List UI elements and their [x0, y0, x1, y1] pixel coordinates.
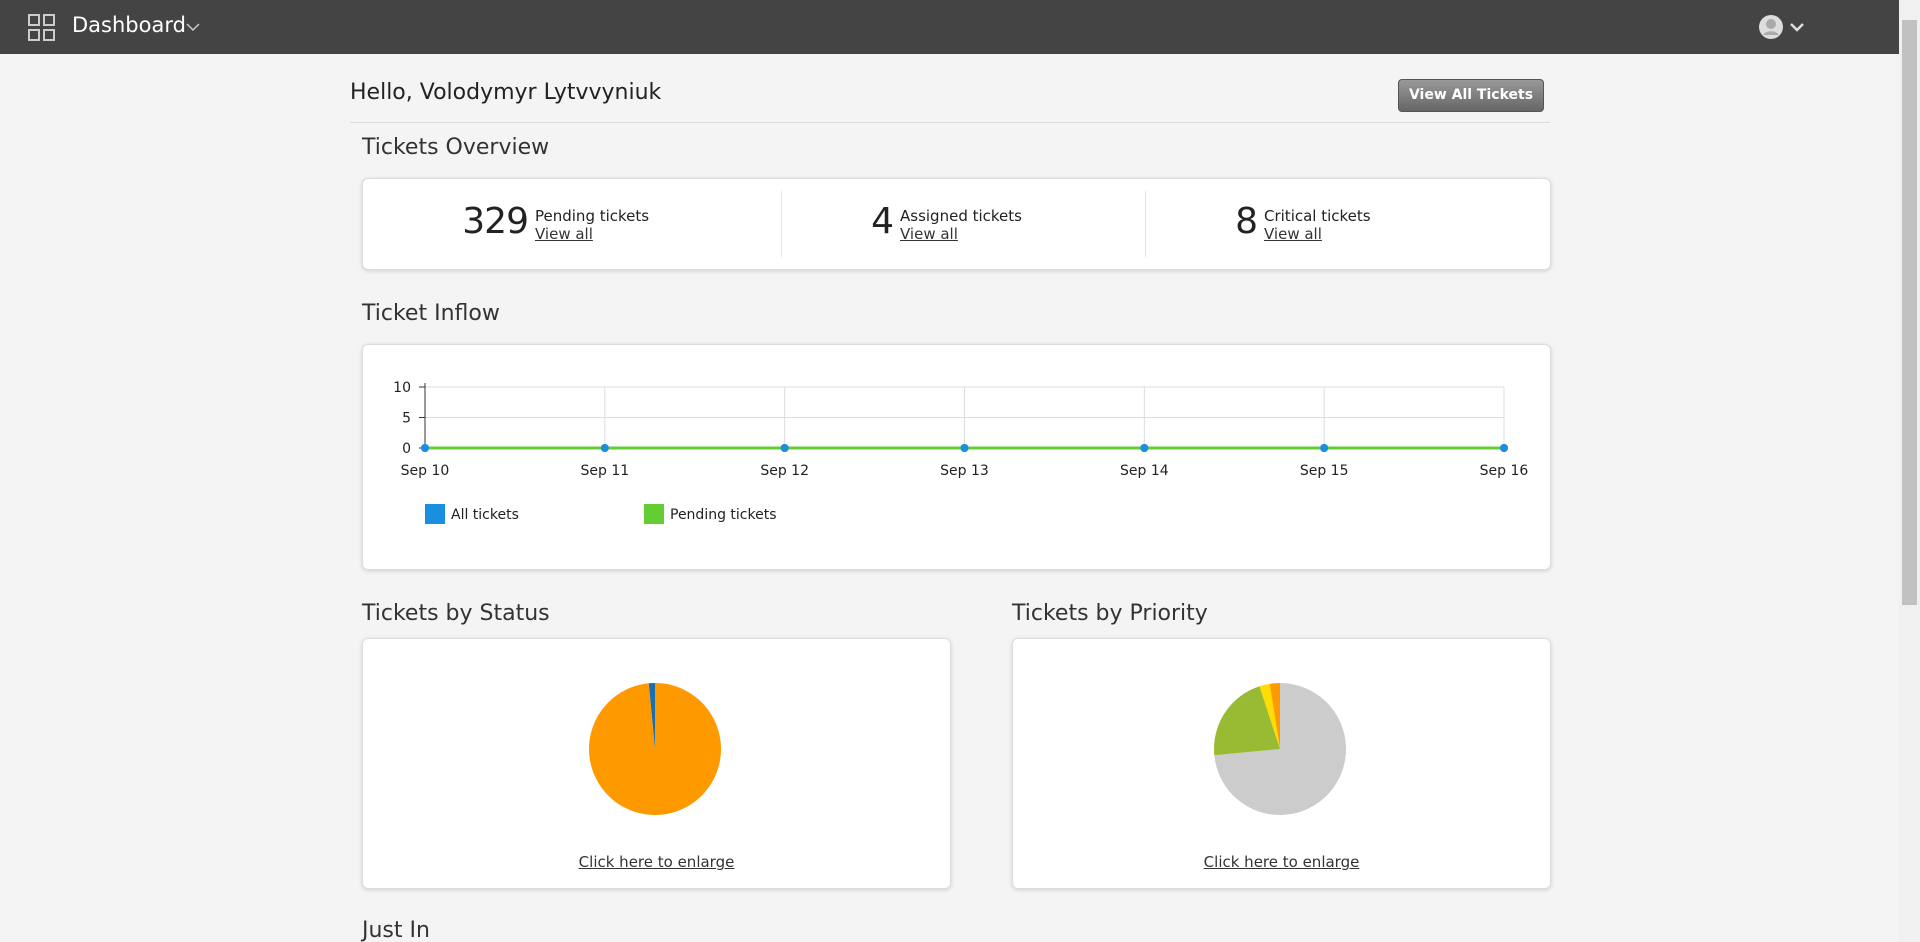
legend-label: Pending tickets — [670, 507, 777, 523]
x-tick-label: Sep 16 — [1480, 463, 1529, 479]
legend-swatch — [644, 504, 664, 524]
point — [1320, 444, 1329, 452]
count: 4 — [871, 201, 894, 242]
legend-swatch — [425, 504, 445, 524]
x-tick-label: Sep 15 — [1300, 463, 1349, 479]
y-tick-label: 10 — [393, 380, 411, 396]
point — [421, 444, 429, 452]
scroll-thumb[interactable] — [1902, 20, 1917, 605]
x-tick-label: Sep 13 — [940, 463, 989, 479]
label: Pending tickets — [535, 207, 650, 225]
greeting: Hello, Volodymyr Lytvvyniuk — [350, 80, 662, 105]
x-tick-label: Sep 11 — [581, 463, 630, 479]
point — [780, 444, 789, 452]
x-tick-label: Sep 12 — [760, 463, 809, 479]
enlarge-link[interactable]: Click here to enlarge — [578, 853, 735, 871]
dashboard-menu[interactable]: Dashboard — [72, 13, 186, 37]
enlarge-link[interactable]: Click here to enlarge — [1203, 853, 1360, 871]
label: Critical tickets — [1264, 207, 1371, 225]
point — [960, 444, 969, 452]
scrollbar[interactable] — [1899, 0, 1920, 942]
status-card: Click here to enlarge — [362, 638, 951, 889]
top-bar: Dashboard — [0, 0, 1899, 54]
x-tick-label: Sep 14 — [1120, 463, 1169, 479]
legend-label: All tickets — [451, 507, 519, 523]
section-title: Tickets Overview — [362, 135, 550, 160]
overview-card: 329 Pending tickets View all 4 Assigned tick… — [362, 178, 1551, 270]
x-tick-label: Sep 10 — [401, 463, 450, 479]
y-tick-label: 0 — [402, 441, 411, 457]
priority-card: Click here to enlarge — [1012, 638, 1551, 889]
view-all-link[interactable]: View all — [1264, 225, 1322, 243]
divider — [350, 122, 1550, 123]
count: 8 — [1235, 201, 1258, 242]
section-title: Ticket Inflow — [362, 301, 500, 326]
inflow-card — [362, 344, 1551, 570]
y-tick-label: 5 — [402, 411, 411, 427]
label: Assigned tickets — [900, 207, 1022, 225]
point — [1500, 444, 1508, 452]
view-all-button[interactable]: View All Tickets — [1398, 79, 1544, 112]
count: 329 — [462, 201, 529, 242]
view-all-link[interactable]: View all — [900, 225, 958, 243]
section-title: Tickets by Priority — [1012, 601, 1208, 626]
view-all-link[interactable]: View all — [535, 225, 593, 243]
apps-icon[interactable] — [28, 14, 56, 42]
chevron — [186, 23, 200, 32]
point — [600, 444, 609, 452]
section-title: Tickets by Status — [362, 601, 550, 626]
section-title: Just In — [362, 918, 430, 942]
user-menu[interactable] — [1758, 14, 1808, 42]
point — [1140, 444, 1149, 452]
